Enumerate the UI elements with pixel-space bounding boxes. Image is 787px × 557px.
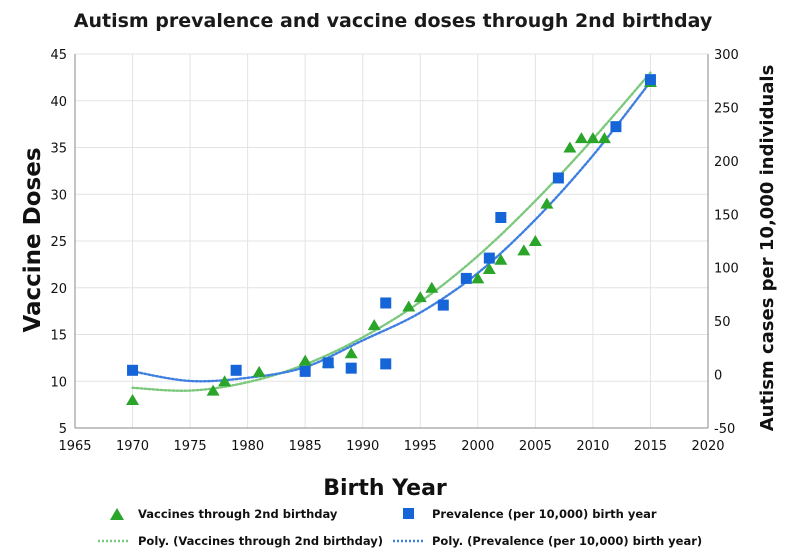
- vaccine-point: [252, 365, 266, 377]
- y-tick-label: 20: [50, 282, 67, 297]
- y2-tick-label: -50: [714, 422, 735, 437]
- grid: [74, 53, 709, 429]
- y-tick-label: 40: [50, 95, 67, 110]
- y2-tick-label: 100: [714, 262, 739, 277]
- vaccine-point: [517, 244, 531, 256]
- vaccine-point: [471, 272, 485, 284]
- x-tick-label: 1965: [58, 439, 91, 454]
- vaccine-point: [402, 300, 416, 312]
- y2-axis-title: Autism cases per 10,000 individuals: [757, 65, 778, 432]
- vaccine-point: [425, 281, 439, 293]
- prevalence-point: [460, 272, 472, 284]
- trendlines: [131, 71, 652, 392]
- y-tick-label: 5: [59, 422, 67, 437]
- vaccine-point: [218, 375, 232, 387]
- vaccine-point: [206, 384, 220, 396]
- x-tick-label: 1995: [404, 439, 437, 454]
- x-axis-title: Birth Year: [323, 476, 447, 501]
- prevalence-point: [380, 358, 392, 370]
- vaccine-point: [298, 354, 312, 366]
- legend-label-vaccines-trend: Poly. (Vaccines through 2nd birthday): [138, 534, 383, 548]
- y2-tick-label: 250: [714, 101, 739, 116]
- y2-tick-label: 50: [714, 315, 731, 330]
- prevalence-point: [299, 365, 311, 377]
- vaccine-point: [494, 253, 508, 265]
- prevalence-point: [345, 362, 357, 374]
- vaccine-point: [367, 319, 381, 331]
- x-tick-label: 1970: [116, 439, 149, 454]
- vaccine-point: [482, 263, 496, 275]
- x-tick-label: 1975: [174, 439, 207, 454]
- vaccine-point: [413, 291, 427, 303]
- legend-label-vaccines: Vaccines through 2nd birthday: [138, 507, 338, 521]
- axes: [74, 54, 709, 429]
- y-tick-label: 45: [50, 48, 67, 63]
- y2-tick-label: 150: [714, 208, 739, 223]
- prevalence-point: [483, 252, 495, 264]
- vaccine-point: [540, 197, 554, 209]
- y-tick-label: 30: [50, 188, 67, 203]
- vaccine-point: [528, 235, 542, 246]
- x-tick-label: 2000: [461, 439, 494, 454]
- x-tick-label: 1990: [346, 439, 379, 454]
- x-tick-label: 2020: [691, 439, 724, 454]
- prevalence-point: [437, 299, 449, 311]
- trendline-2: [131, 71, 652, 392]
- y-tick-labels: 5 10 15 20 25 30 35 40 45: [50, 48, 67, 437]
- prevalence-point: [380, 297, 392, 309]
- y-tick-label: 35: [50, 142, 67, 157]
- x-tick-label: 2005: [519, 439, 552, 454]
- prevalence-point: [610, 121, 622, 133]
- chart-title: Autism prevalence and vaccine doses thro…: [74, 10, 713, 32]
- x-tick-labels: 1965 1970 1975 1980 1985 1990 1995 2000 2005 2010…: [58, 439, 724, 454]
- legend-label-prevalence: Prevalence (per 10,000) birth year: [432, 507, 657, 521]
- y2-tick-label: 300: [714, 48, 739, 63]
- x-tick-label: 2015: [634, 439, 667, 454]
- vaccine-point: [574, 132, 588, 144]
- prevalence-point: [127, 364, 139, 376]
- vaccine-point: [586, 132, 600, 144]
- data-markers: [126, 74, 657, 405]
- y-tick-label: 25: [50, 235, 67, 250]
- x-tick-label: 1985: [289, 439, 322, 454]
- prevalence-point: [322, 357, 334, 369]
- vaccine-point: [126, 393, 140, 405]
- y-tick-label: 15: [50, 329, 67, 344]
- vaccine-point: [563, 141, 577, 153]
- y-tick-label: 10: [50, 375, 67, 390]
- prevalence-point: [495, 211, 507, 223]
- x-tick-label: 1980: [231, 439, 264, 454]
- vaccine-point: [597, 132, 611, 144]
- legend-marker-prevalence: [403, 508, 414, 519]
- x-tick-label: 2010: [576, 439, 609, 454]
- prevalence-point: [552, 172, 564, 184]
- y2-tick-label: 200: [714, 155, 739, 170]
- y-axis-title: Vaccine Doses: [20, 147, 46, 332]
- y2-tick-labels: -50 0 50 100 150 200 250 300: [714, 48, 739, 437]
- y2-tick-label: 0: [714, 369, 722, 384]
- legend-marker-vaccines: [110, 508, 124, 520]
- vaccine-point: [344, 347, 358, 359]
- legend-label-prevalence-trend: Poly. (Prevalence (per 10,000) birth yea…: [432, 534, 702, 548]
- legend: Vaccines through 2nd birthday Prevalence…: [98, 507, 702, 548]
- prevalence-point: [230, 364, 242, 376]
- trendline-3: [131, 80, 652, 383]
- prevalence-point: [644, 74, 656, 86]
